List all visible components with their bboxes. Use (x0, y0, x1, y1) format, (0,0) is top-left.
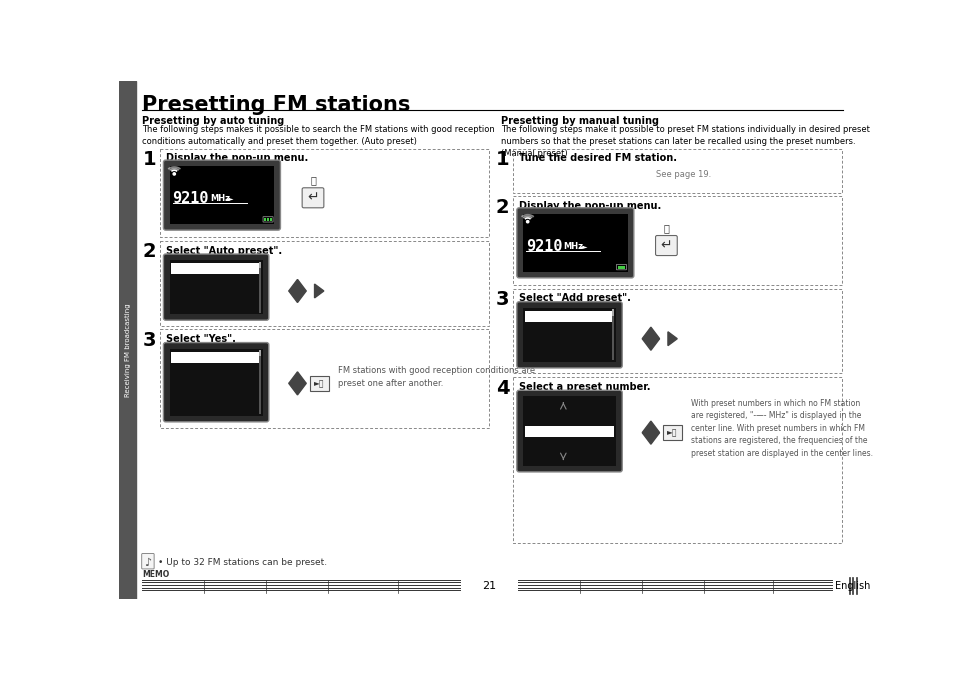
Text: MHz: MHz (210, 194, 230, 203)
Polygon shape (289, 291, 306, 303)
Circle shape (526, 221, 528, 223)
Text: ◄►: ◄► (225, 196, 234, 201)
Text: 9210: 9210 (525, 239, 562, 254)
Text: 3: 3 (496, 290, 509, 309)
Polygon shape (641, 433, 659, 444)
Text: 21: 21 (481, 581, 496, 592)
Polygon shape (289, 279, 306, 291)
Text: ◄►: ◄► (578, 244, 588, 248)
Bar (524, 311, 614, 322)
Text: ►⏸: ►⏸ (314, 379, 324, 388)
FancyBboxPatch shape (302, 188, 323, 208)
Bar (159, 241, 488, 326)
Bar (171, 263, 261, 274)
Bar (170, 349, 262, 416)
Text: Select a preset number.: Select a preset number. (518, 382, 650, 392)
Bar (619, 266, 622, 269)
Text: English: English (835, 581, 870, 592)
FancyBboxPatch shape (517, 208, 633, 278)
Text: Tune the desired FM station.: Tune the desired FM station. (518, 153, 677, 163)
Text: With preset numbers in which no FM station
are registered, "-—- MHz" is displaye: With preset numbers in which no FM stati… (691, 399, 872, 458)
Text: FM stations with good reception conditions are
preset one after another.: FM stations with good reception conditio… (337, 366, 535, 388)
Text: Presetting by auto tuning: Presetting by auto tuning (142, 116, 284, 126)
FancyBboxPatch shape (655, 236, 677, 256)
Text: Select "Yes".: Select "Yes". (166, 334, 235, 344)
Bar (513, 149, 841, 193)
Text: 9210: 9210 (172, 191, 209, 206)
FancyBboxPatch shape (163, 343, 269, 422)
Text: 4: 4 (496, 379, 509, 398)
Text: Select "Auto preset".: Select "Auto preset". (166, 246, 281, 256)
Bar (159, 149, 488, 237)
Text: 1: 1 (496, 150, 509, 169)
Bar (513, 197, 841, 285)
Text: ↵: ↵ (307, 191, 318, 205)
Text: The following steps make it possible to preset FM stations individually in desir: The following steps make it possible to … (500, 125, 868, 158)
Bar (258, 262, 261, 268)
Bar (513, 377, 841, 542)
Text: Display the pop-up menu.: Display the pop-up menu. (166, 153, 308, 163)
Bar (170, 166, 274, 224)
Text: 2: 2 (142, 242, 156, 261)
Bar (612, 310, 614, 360)
Text: 2: 2 (496, 198, 509, 217)
Polygon shape (641, 339, 659, 350)
Bar (622, 266, 624, 269)
FancyBboxPatch shape (163, 160, 280, 230)
Polygon shape (314, 284, 323, 298)
Text: 1: 1 (142, 150, 156, 169)
Bar (662, 425, 681, 440)
Text: Presetting by manual tuning: Presetting by manual tuning (500, 116, 658, 126)
Bar (159, 330, 488, 428)
Text: Presetting FM stations: Presetting FM stations (142, 95, 411, 114)
Bar (258, 350, 261, 357)
Text: Display the pop-up menu.: Display the pop-up menu. (518, 201, 660, 211)
Text: ⏻: ⏻ (310, 175, 315, 185)
Bar (119, 81, 136, 599)
Bar (513, 289, 841, 374)
Text: MEMO: MEMO (142, 570, 170, 579)
Bar (522, 214, 627, 272)
Bar (612, 310, 614, 316)
Bar (171, 352, 261, 363)
Polygon shape (641, 421, 659, 433)
Text: ►⏸: ►⏸ (667, 428, 678, 437)
Text: ↵: ↵ (659, 238, 672, 252)
FancyBboxPatch shape (163, 254, 269, 320)
Text: 3: 3 (142, 331, 156, 350)
Text: Select "Add preset".: Select "Add preset". (518, 293, 630, 304)
Bar (522, 308, 616, 362)
Bar (522, 396, 616, 466)
Bar (258, 350, 261, 414)
Bar (170, 260, 262, 314)
Bar (524, 426, 614, 437)
Polygon shape (641, 327, 659, 339)
FancyBboxPatch shape (517, 302, 621, 368)
Polygon shape (289, 384, 306, 395)
FancyBboxPatch shape (142, 553, 154, 569)
Bar (267, 218, 269, 221)
Circle shape (172, 173, 175, 175)
Text: Receiving FM broadcasting: Receiving FM broadcasting (125, 304, 131, 397)
Bar (264, 218, 266, 221)
Text: ♪: ♪ (144, 558, 152, 568)
Bar (270, 218, 272, 221)
Text: ⏻: ⏻ (662, 223, 669, 233)
Text: • Up to 32 FM stations can be preset.: • Up to 32 FM stations can be preset. (158, 558, 327, 567)
Text: See page 19.: See page 19. (656, 170, 711, 179)
FancyBboxPatch shape (517, 390, 621, 472)
Text: The following steps makes it possible to search the FM stations with good recept: The following steps makes it possible to… (142, 125, 495, 146)
Bar (310, 376, 328, 391)
Bar (617, 266, 619, 269)
Text: MHz: MHz (562, 242, 582, 250)
Polygon shape (667, 332, 677, 346)
Bar (258, 262, 261, 312)
Polygon shape (289, 371, 306, 384)
